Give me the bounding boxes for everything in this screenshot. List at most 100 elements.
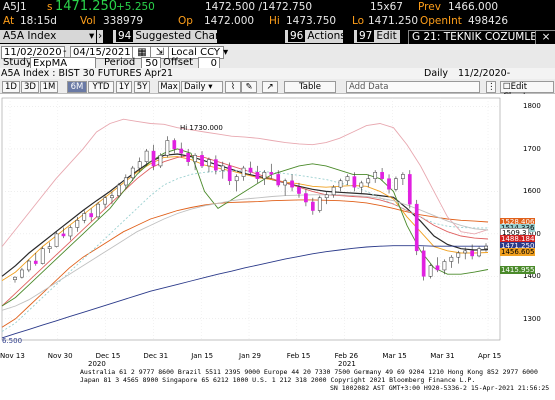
candle-up [401, 174, 405, 179]
footer-line-2: Japan 81 3 4565 8900 Singapore 65 6212 1… [80, 376, 476, 384]
candle-down [435, 265, 440, 271]
bid-ask: 1472.500 /1472.750 [205, 1, 313, 13]
chevron-down-icon: ▾ [205, 82, 213, 92]
calendar-icon: ▦ [137, 47, 147, 58]
candle-up [456, 252, 461, 258]
price-chart[interactable] [0, 94, 555, 400]
suggested-num: 94 [116, 30, 134, 42]
y-tick-label: 1800 [523, 102, 541, 111]
indicator-line [1, 118, 489, 247]
candle-up [359, 182, 364, 188]
period-select[interactable]: Daily ▾ [181, 81, 223, 93]
scale-icon: ⇲ [155, 47, 165, 58]
draw-icon: ✎ [245, 82, 253, 92]
security-field[interactable]: A5A Index [0, 30, 91, 43]
candle-up [241, 167, 246, 177]
candle-down [214, 159, 218, 171]
candle-up [82, 213, 87, 221]
candle-up [324, 194, 329, 199]
candle-up [158, 155, 163, 167]
y-tick-label: 1500 [523, 229, 541, 238]
low-annotation: 6.500 [2, 337, 23, 345]
candle-up [13, 276, 17, 280]
last-price: 1471.250 [55, 0, 118, 14]
line-chart-button[interactable]: ⌇ [225, 81, 241, 93]
line-chart-icon: ⌇ [230, 82, 236, 92]
draw-button[interactable]: ✎ [241, 81, 257, 93]
currency-select[interactable]: Local CCY ▾ [168, 46, 228, 59]
period-field[interactable]: 50 [141, 57, 161, 70]
range-button-1d[interactable]: 1D [2, 81, 20, 93]
suggested-charts-button[interactable]: 94 Suggested Charts [113, 30, 229, 43]
window-close-button[interactable]: × [535, 30, 555, 45]
arrow-tool-button[interactable]: ↗ [262, 81, 278, 93]
candle-up [123, 177, 128, 186]
range-button-max[interactable]: Max [158, 81, 180, 93]
candle-up [27, 260, 31, 271]
range-button-6m[interactable]: 6M [67, 81, 87, 93]
openint-value: 498426 [468, 15, 509, 27]
candle-down [297, 186, 301, 194]
candle-down [352, 176, 357, 188]
x-tick-label: Jan 29 [239, 352, 261, 360]
edit-num: 97 [357, 30, 375, 42]
range-button-5y[interactable]: 5Y [134, 81, 150, 93]
security-go-button[interactable]: › [97, 30, 103, 43]
candle-up [130, 167, 135, 179]
candle-down [61, 233, 66, 237]
candle-up [110, 195, 114, 199]
status-bar: A5A Index : BIST 30 FUTURES Apr21 Daily … [0, 68, 555, 90]
x-tick-label: Feb 26 [334, 352, 359, 360]
suggested-label: Suggested Charts [135, 30, 229, 42]
frequency-label: Daily [424, 68, 449, 79]
candle-down [380, 172, 384, 179]
open-value: 1472.000 [204, 15, 255, 27]
footer-line-3: SN 1002082 AST GMT+3:00 H920-5336-2 15-A… [330, 384, 550, 392]
x-tick-label: Apr 15 [478, 352, 502, 360]
indicator-line [1, 148, 489, 307]
price-change: +5.250 [116, 1, 155, 13]
range-button-1y[interactable]: 1Y [116, 81, 132, 93]
actions-label: Actions [307, 30, 346, 42]
chart-options-button[interactable]: ⋮ [486, 81, 496, 93]
range-button-ytd[interactable]: YTD [88, 81, 114, 93]
candle-up [47, 246, 52, 249]
candle-up [96, 203, 100, 218]
indicator-line [1, 245, 488, 339]
x-tick-label: Nov 30 [47, 352, 73, 360]
range-button-1m[interactable]: 1M [40, 81, 58, 93]
candle-down [407, 174, 412, 205]
candle-down [304, 193, 308, 203]
study-label: Study [3, 57, 32, 68]
bid-ask-size: 15x67 [370, 1, 403, 13]
price-tag: 1415.955 [500, 265, 536, 274]
add-data-input[interactable]: Add Data [346, 81, 480, 93]
table-button[interactable]: Table [284, 81, 336, 93]
candles [13, 136, 488, 283]
candle-up [165, 140, 170, 156]
edit-label: Edit [376, 30, 397, 42]
low-value: 1471.250 [368, 15, 419, 27]
security-dropdown[interactable]: ▾ [88, 30, 96, 43]
indicator-line [1, 199, 489, 328]
price-tag: 1514.336 [500, 223, 536, 232]
candle-up [75, 220, 80, 228]
candle-up [477, 248, 481, 257]
candle-up [428, 265, 433, 277]
edit-menu[interactable]: 97 Edit ▾ [354, 30, 405, 43]
time-label: At [3, 15, 15, 27]
range-button-3d[interactable]: 3D [21, 81, 39, 93]
candle-up [234, 176, 239, 182]
candle-down [269, 172, 274, 175]
high-label: Hi [269, 15, 280, 27]
candle-up [193, 155, 197, 162]
candle-up [442, 261, 447, 271]
chart-area[interactable] [0, 94, 555, 400]
open-label: Op [178, 15, 193, 27]
y-tick-label: 1300 [523, 314, 541, 323]
end-date-field[interactable]: 04/15/2021 [70, 46, 134, 59]
edit-chart-button[interactable]: ☐Edit Chart [500, 81, 554, 102]
candle-down [200, 155, 204, 167]
candle-up [40, 248, 45, 264]
actions-menu[interactable]: 96 Actions ▾ [285, 30, 354, 43]
